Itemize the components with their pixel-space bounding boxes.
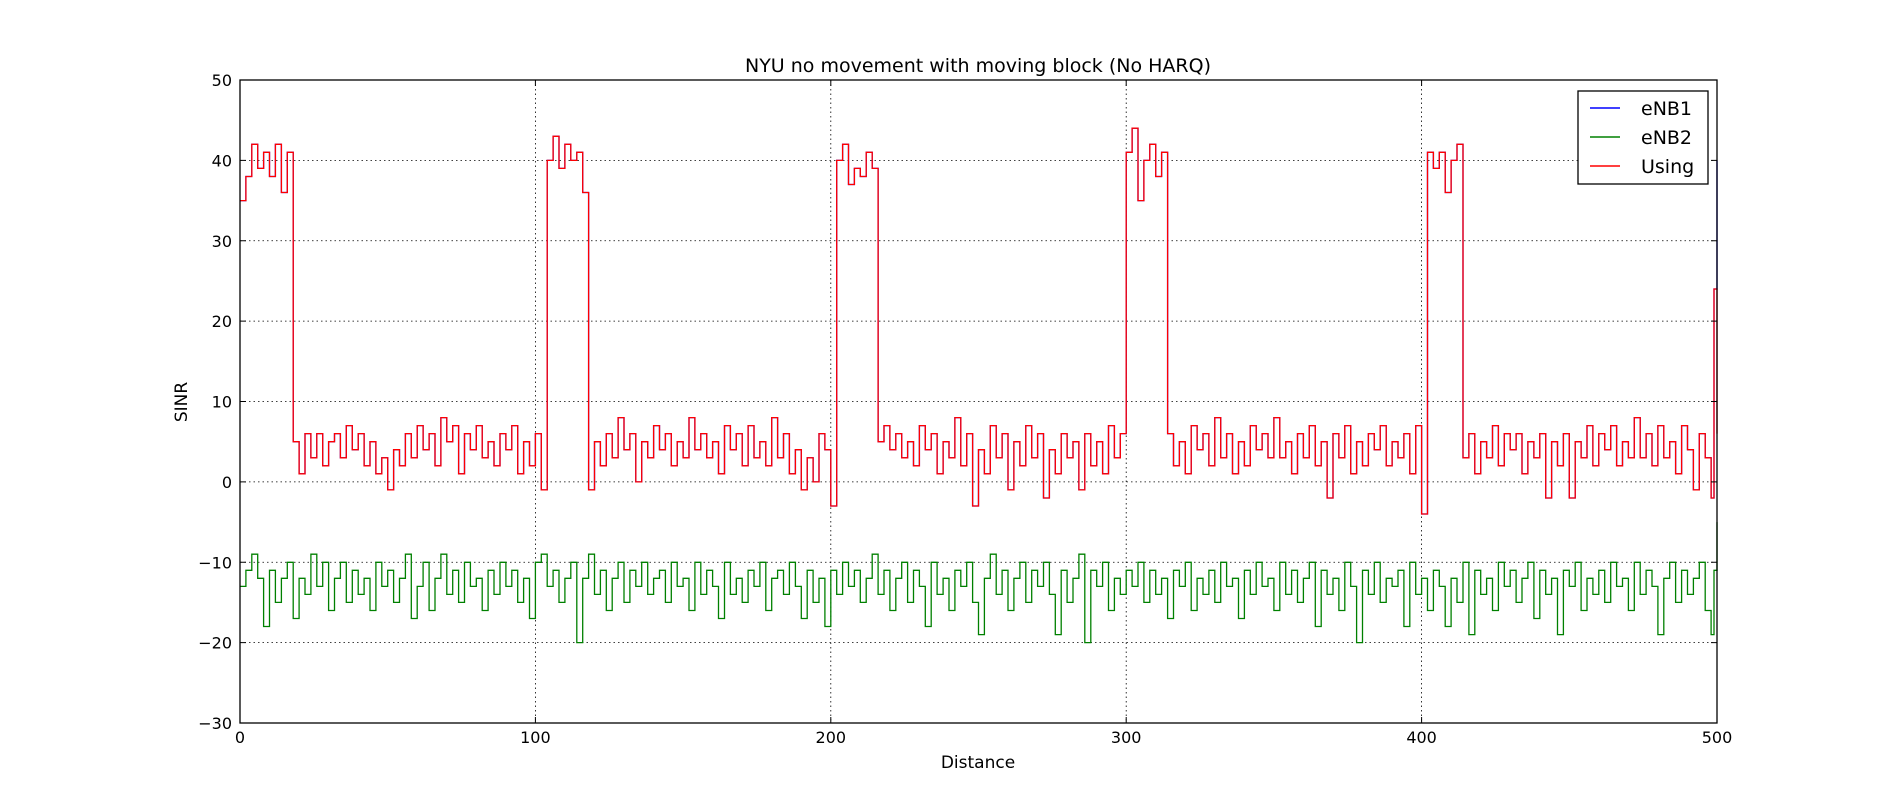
x-axis-label: Distance — [941, 753, 1015, 773]
y-tick-label: 0 — [222, 473, 232, 492]
x-tick-label: 500 — [1702, 728, 1733, 747]
y-tick-label: −30 — [198, 714, 232, 733]
series-line-enb2 — [240, 522, 1718, 644]
x-axis-ticks: 0 100 200 300 400 500 — [235, 80, 1732, 747]
x-tick-label: 100 — [520, 728, 551, 747]
y-tick-label: 10 — [212, 393, 232, 412]
y-tick-label: −10 — [198, 553, 232, 572]
x-tick-label: 200 — [816, 728, 847, 747]
y-tick-label: 20 — [212, 312, 232, 331]
x-tick-label: 0 — [235, 728, 245, 747]
y-tick-label: −20 — [198, 634, 232, 653]
y-axis-label: SINR — [172, 382, 192, 423]
legend-label-using: Using — [1641, 156, 1694, 178]
legend-label-enb2: eNB2 — [1641, 127, 1692, 149]
legend-label-enb1: eNB1 — [1641, 98, 1692, 120]
x-tick-label: 300 — [1111, 728, 1142, 747]
y-tick-label: 50 — [212, 71, 232, 90]
chart-title: NYU no movement with moving block (No HA… — [745, 55, 1211, 77]
y-axis-ticks: −30 −20 −10 0 10 20 30 40 50 — [198, 71, 1717, 733]
series-layer — [240, 127, 1718, 644]
series-line-using — [240, 127, 1718, 515]
y-tick-label: 30 — [212, 232, 232, 251]
x-tick-label: 400 — [1406, 728, 1437, 747]
y-tick-label: 40 — [212, 151, 232, 170]
legend: eNB1 eNB2 Using — [1577, 90, 1709, 185]
